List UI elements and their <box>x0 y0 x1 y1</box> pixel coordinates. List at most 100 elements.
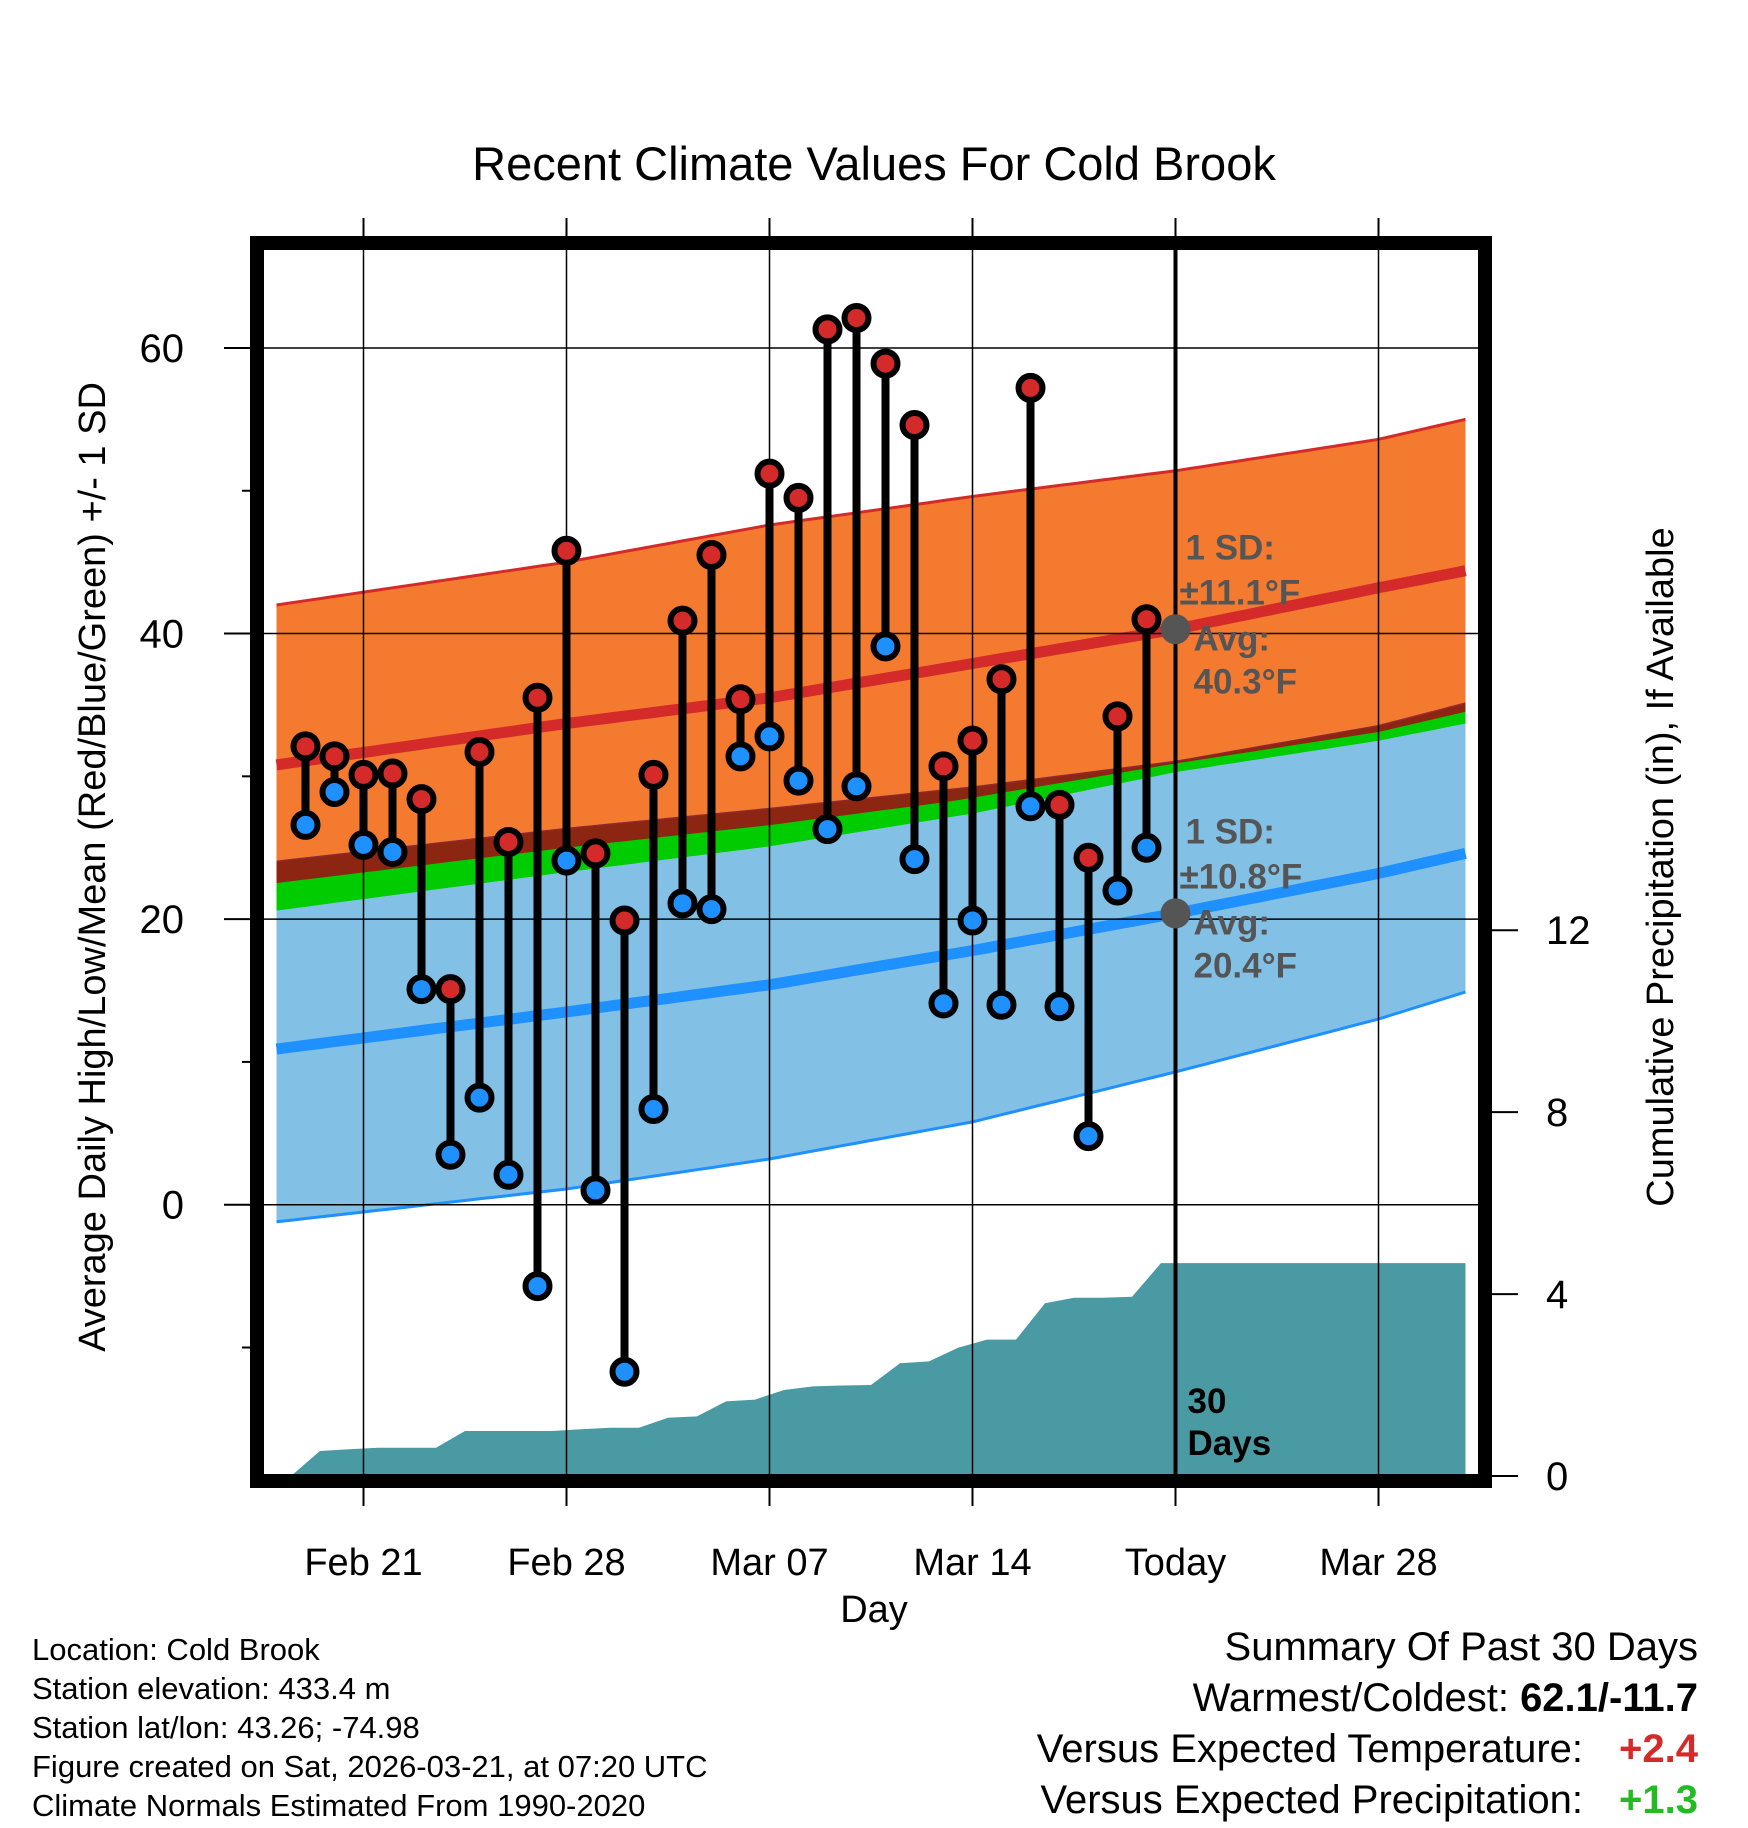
daily-high-point <box>986 664 1017 695</box>
daily-low-point <box>580 1175 611 1206</box>
daily-high-point <box>928 751 959 782</box>
daily-high-point <box>783 482 814 513</box>
high-avg-value: 40.3°F <box>1194 662 1298 701</box>
precip-label: Versus Expected Precipitation: <box>1040 1778 1584 1822</box>
daily-low-point <box>812 814 843 845</box>
summary-extremes-row: Warmest/Coldest: 62.1/-11.7 <box>1037 1673 1698 1724</box>
y-axis-label: Average Daily High/Low/Mean (Red/Blue/Gr… <box>72 382 114 1352</box>
daily-low-point <box>522 1271 553 1302</box>
x-tick-label: Mar 07 <box>710 1542 828 1584</box>
daily-high-point <box>957 725 988 756</box>
created-text: Figure created on Sat, 2026-03-21, at 07… <box>32 1749 708 1784</box>
daily-high-point <box>580 838 611 869</box>
elevation-text: Station elevation: 433.4 m <box>32 1671 391 1706</box>
normal-low-mean-line <box>275 848 1467 1055</box>
daily-low-point <box>783 765 814 796</box>
daily-high-point <box>406 784 437 815</box>
daily-high-point <box>812 314 843 345</box>
y-tick-label: 60 <box>140 327 185 371</box>
daily-high-point <box>638 759 669 790</box>
daily-high-point <box>290 731 321 762</box>
normal-high-band <box>276 419 1466 861</box>
chart-title: Recent Climate Values For Cold Brook <box>472 137 1276 190</box>
today-normal-low-marker <box>1160 898 1191 929</box>
daily-high-point <box>551 535 582 566</box>
location-text: Location: Cold Brook <box>32 1632 320 1667</box>
daily-high-point <box>493 827 524 858</box>
low-avg-value: 20.4°F <box>1194 946 1298 985</box>
x-tick-label: Mar 14 <box>913 1542 1031 1584</box>
high-avg-label: Avg: <box>1194 619 1270 658</box>
daily-low-point <box>1131 832 1162 863</box>
daily-high-point <box>377 758 408 789</box>
x-axis-label: Day <box>840 1589 908 1631</box>
daily-high-point <box>464 737 495 768</box>
normal-high-upper-line <box>276 417 1466 607</box>
today-days-label-number: 30 <box>1188 1382 1227 1421</box>
high-sd-label: 1 SD: <box>1186 528 1275 567</box>
daily-high-point <box>754 458 785 489</box>
daily-high-point <box>319 741 350 772</box>
daily-low-point <box>696 894 727 925</box>
daily-high-point <box>696 540 727 570</box>
extremes-label: Warmest/Coldest: <box>1192 1676 1509 1720</box>
high-sd-value: ±11.1°F <box>1180 573 1301 612</box>
daily-low-point <box>928 988 959 1019</box>
extremes-value: 62.1/-11.7 <box>1520 1676 1698 1720</box>
summary-temp-row: Versus Expected Temperature: +2.4 <box>1037 1724 1698 1775</box>
daily-low-point <box>870 631 901 662</box>
daily-low-point <box>290 809 321 840</box>
daily-low-point <box>754 721 785 752</box>
daily-low-point <box>319 777 350 808</box>
low-avg-label: Avg: <box>1194 903 1270 942</box>
y2-tick-label: 0 <box>1546 1455 1568 1499</box>
daily-low-point <box>1044 991 1075 1022</box>
daily-high-point <box>870 348 901 379</box>
daily-low-point <box>435 1139 466 1170</box>
daily-low-point <box>1073 1121 1104 1152</box>
precip-value: +1.3 <box>1619 1778 1698 1822</box>
low-sd-value: ±10.8°F <box>1180 857 1303 896</box>
daily-high-point <box>348 759 379 790</box>
daily-high-point <box>609 905 640 936</box>
x-tick-label: Today <box>1125 1542 1226 1584</box>
y-tick-label: 20 <box>140 898 185 942</box>
daily-high-point <box>435 974 466 1005</box>
daily-high-point <box>1015 372 1046 403</box>
normal-high-mean-line <box>275 565 1467 771</box>
daily-low-point <box>493 1159 524 1190</box>
station-info: Location: Cold Brook Station elevation: … <box>32 1630 708 1825</box>
daily-low-point <box>899 844 930 875</box>
today-normal-high-marker <box>1160 614 1191 645</box>
temp-label: Versus Expected Temperature: <box>1036 1727 1584 1771</box>
daily-low-point <box>1102 875 1133 906</box>
y2-tick-label: 12 <box>1546 909 1591 953</box>
daily-high-point <box>1073 842 1104 873</box>
daily-high-point <box>1102 701 1133 732</box>
daily-low-point <box>667 888 698 919</box>
daily-low-point <box>1015 791 1046 822</box>
daily-high-point <box>725 684 756 715</box>
y-tick-label: 40 <box>140 613 185 657</box>
daily-high-point <box>899 410 930 441</box>
daily-low-point <box>348 829 379 860</box>
precip-area <box>291 1263 1466 1476</box>
daily-low-point <box>406 974 437 1005</box>
normals-text: Climate Normals Estimated From 1990-2020 <box>32 1788 646 1823</box>
y2-axis-label: Cumulative Precipitation (in), If Availa… <box>1640 527 1682 1206</box>
plot-frame <box>250 236 1492 1488</box>
daily-low-point <box>464 1082 495 1113</box>
latlon-text: Station lat/lon: 43.26; -74.98 <box>32 1710 420 1745</box>
today-days-label-word: Days <box>1188 1424 1272 1463</box>
y2-tick-label: 8 <box>1546 1091 1568 1135</box>
daily-low-point <box>551 845 582 876</box>
daily-high-point <box>667 605 698 636</box>
daily-low-point <box>957 905 988 936</box>
summary-precip-row: Versus Expected Precipitation: +1.3 <box>1037 1775 1699 1826</box>
low-sd-label: 1 SD: <box>1186 812 1275 851</box>
daily-low-point <box>725 741 756 772</box>
x-tick-label: Feb 21 <box>304 1542 422 1584</box>
x-tick-label: Feb 28 <box>507 1542 625 1584</box>
y-tick-label: 0 <box>162 1184 184 1228</box>
